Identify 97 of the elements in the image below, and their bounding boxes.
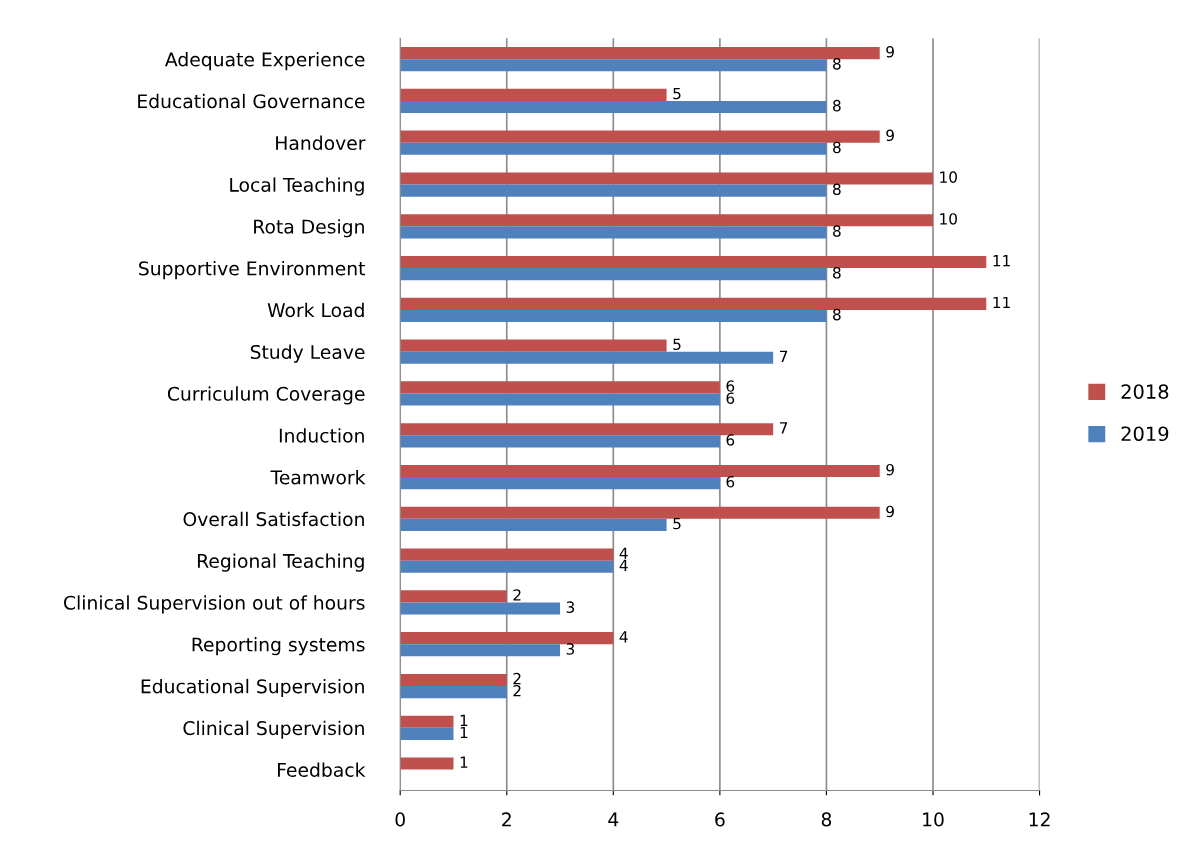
data-label: 6 (726, 434, 735, 446)
data-label: 6 (726, 476, 735, 488)
bar (400, 130, 880, 143)
data-label: 7 (779, 350, 788, 362)
data-label: 8 (833, 267, 841, 279)
bar (400, 632, 614, 645)
bar (400, 506, 880, 519)
y-tick-label: Feedback (278, 762, 366, 777)
y-tick-label: Study Leave (250, 344, 365, 363)
data-label: 5 (673, 87, 681, 100)
data-label: 6 (726, 380, 735, 392)
y-tick-label: Reporting systems (192, 637, 365, 656)
y-tick-label: Local Teaching (230, 177, 364, 196)
data-label: 11 (993, 255, 1010, 267)
data-label: 1 (460, 726, 468, 739)
data-label: 8 (833, 99, 841, 112)
data-label: 11 (993, 296, 1010, 309)
bar (400, 727, 454, 740)
bar (400, 477, 720, 490)
y-tick-label: Teamwork (270, 469, 366, 485)
y-tick-label: Overall Satisfaction (183, 511, 364, 527)
data-label: 9 (886, 129, 894, 142)
data-label: 3 (566, 643, 575, 655)
data-label: 8 (833, 141, 841, 154)
bar (400, 214, 933, 227)
bar (400, 268, 827, 281)
data-label: 8 (833, 308, 841, 321)
bar (400, 88, 667, 101)
y-tick-label: Clinical Supervision (183, 720, 364, 739)
bar (400, 309, 827, 323)
data-label: 4 (619, 559, 628, 571)
data-label: 9 (886, 463, 894, 476)
bar (400, 381, 720, 394)
data-label: 2 (513, 672, 521, 685)
bar (400, 393, 720, 406)
y-tick-label: Regional Teaching (197, 553, 364, 572)
bar (400, 339, 667, 352)
data-label: 4 (619, 631, 628, 643)
x-tick-label: 10 (923, 812, 944, 827)
bar (400, 644, 561, 657)
bar (400, 464, 880, 478)
data-label: 3 (566, 601, 575, 613)
y-tick-label: Handover (276, 135, 366, 151)
x-tick-label: 12 (1029, 812, 1050, 827)
bar (400, 686, 507, 699)
x-tick-label: 2 (502, 812, 511, 827)
bar (400, 100, 827, 114)
legend-label: 2019 (1121, 426, 1169, 442)
bar (400, 142, 827, 155)
y-tick-label: Work Load (267, 302, 364, 318)
bar (400, 518, 667, 531)
bar (400, 602, 561, 615)
data-label: 8 (833, 183, 841, 196)
bar (400, 757, 454, 770)
bar (400, 351, 774, 364)
y-tick-label: Induction (279, 428, 364, 443)
y-tick-label: Rota Design (254, 219, 364, 238)
y-tick-label: Supportive Environment (139, 260, 366, 280)
data-label: 6 (726, 392, 735, 404)
bar (400, 184, 827, 197)
x-tick-label: 0 (395, 812, 405, 827)
y-tick-label: Curriculum Coverage (167, 386, 365, 405)
data-label: 4 (619, 547, 628, 559)
bar (400, 715, 454, 728)
data-label: 2 (513, 684, 521, 697)
bar (400, 560, 614, 573)
x-tick-label: 8 (821, 812, 832, 827)
data-label: 7 (779, 422, 788, 434)
y-tick-label: Clinical Supervision out of hours (64, 595, 365, 614)
bar (400, 673, 507, 687)
data-label: 9 (886, 45, 894, 58)
y-tick-label: Educational Supervision (141, 678, 364, 698)
y-tick-label: Adequate Experience (164, 52, 365, 71)
data-label: 8 (833, 225, 841, 237)
x-tick-label: 6 (715, 812, 725, 827)
bar (400, 435, 720, 448)
y-tick-label: Educational Governance (138, 93, 365, 109)
data-label: 5 (673, 517, 681, 530)
data-label: 2 (513, 589, 521, 601)
bar (400, 255, 987, 269)
data-label: 1 (460, 714, 468, 726)
data-label: 5 (673, 338, 681, 351)
bar (400, 47, 880, 60)
bar (400, 59, 827, 72)
bar (400, 548, 614, 561)
x-tick-label: 4 (608, 812, 619, 827)
data-label: 10 (940, 171, 957, 183)
bar (400, 423, 774, 436)
bar (400, 297, 987, 310)
legend-label: 2018 (1121, 384, 1169, 399)
data-label: 8 (833, 58, 841, 70)
data-label: 1 (460, 756, 468, 768)
bar (400, 226, 827, 239)
bar (400, 590, 507, 603)
data-label: 10 (940, 213, 957, 225)
data-label: 9 (886, 505, 894, 518)
bar (400, 172, 933, 185)
